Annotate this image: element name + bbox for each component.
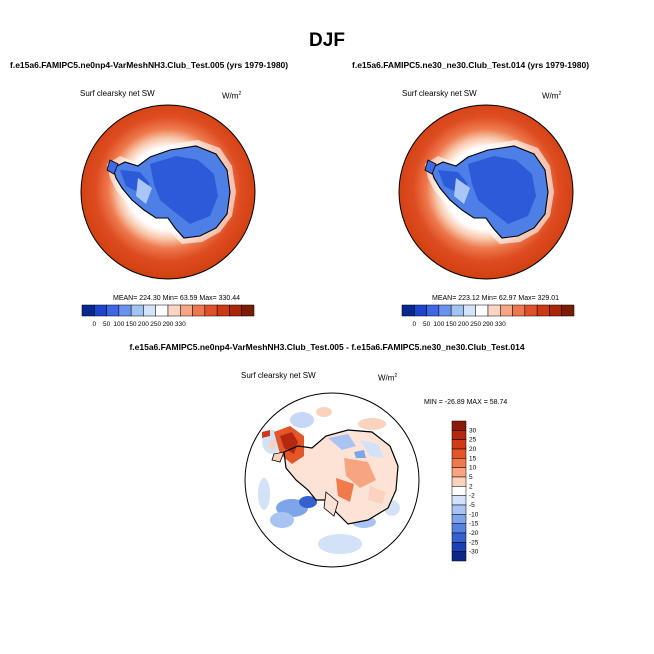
left-stats: MEAN= 224.30 Min= 63.59 Max= 330.44	[113, 295, 241, 302]
left-colorbar-box	[241, 304, 255, 317]
diff-variable-label: Surf clearsky net SW	[241, 371, 316, 380]
diff-colorbar-label: 10	[469, 465, 477, 472]
diff-colorbar-box	[451, 504, 467, 515]
left-panel-title: f.e15a6.FAMIPC5.ne0np4-VarMeshNH3.Club_T…	[10, 60, 289, 70]
diff-colorbar-box	[451, 523, 467, 534]
left-colorbar-box	[118, 304, 132, 317]
right-colorbar-box	[500, 304, 513, 317]
left-colorbar-label: 250	[150, 321, 161, 328]
diff-units-label: W/m2	[378, 373, 398, 383]
right-colorbar-box	[487, 304, 501, 317]
diff-colorbar-label: 5	[469, 474, 473, 481]
right-colorbar-label: 100	[433, 321, 444, 328]
diff-colorbar-label: 20	[469, 446, 477, 453]
right-colorbar-box	[524, 304, 538, 317]
difference-title: f.e15a6.FAMIPC5.ne0np4-VarMeshNH3.Club_T…	[129, 342, 525, 352]
diff-colorbar-label: -5	[469, 502, 475, 509]
left-colorbar-box	[130, 304, 144, 317]
diff-colorbar-box	[451, 476, 467, 487]
right-stats: MEAN= 223.12 Min= 62.97 Max= 329.01	[432, 295, 560, 302]
diff-colorbar-label: -10	[469, 511, 479, 518]
left-colorbar-label: 290	[163, 321, 174, 328]
right-colorbar-label: 150	[446, 321, 457, 328]
left-colorbar-box	[167, 304, 181, 317]
diff-colorbar-box	[451, 448, 467, 459]
diff-colorbar-box	[451, 514, 467, 524]
left-colorbar-box	[229, 304, 242, 317]
right-map	[398, 104, 574, 280]
diff-colorbar-box	[451, 495, 467, 506]
left-map	[80, 104, 256, 280]
left-colorbar-box	[106, 304, 120, 317]
right-colorbar-box	[475, 304, 489, 317]
left-colorbar-box	[192, 304, 206, 317]
diff-stats: MIN = -26.89 MAX = 58.74	[424, 399, 508, 406]
diff-colorbar-box	[451, 532, 467, 543]
diff-colorbar-box	[451, 439, 467, 450]
right-panel-title: f.e15a6.FAMIPC5.ne30_ne30.Club_Test.014 …	[352, 60, 590, 70]
diff-colorbar-label: -15	[469, 521, 479, 528]
right-colorbar-box	[414, 304, 427, 317]
left-colorbar-box	[81, 304, 95, 317]
right-colorbar-box	[450, 304, 464, 317]
diff-colorbar-box	[451, 420, 467, 431]
diff-colorbar-box	[451, 551, 467, 562]
right-colorbar-label: 200	[458, 321, 469, 328]
season-title: DJF	[309, 30, 345, 51]
left-colorbar-label: 150	[126, 321, 137, 328]
right-units-label: W/m2	[542, 91, 562, 101]
diff-colorbar-label: -30	[469, 549, 479, 556]
left-colorbar-box	[94, 304, 107, 317]
right-colorbar-label: 50	[423, 321, 431, 328]
diff-colorbar-label: 15	[469, 455, 477, 462]
diff-colorbar-label: 2	[469, 483, 473, 490]
diff-colorbar-box	[451, 458, 467, 468]
left-colorbar-label: 100	[113, 321, 124, 328]
diff-colorbar-label: -25	[469, 539, 479, 546]
diff-colorbar: 30 25 20 15 10 5 2 -2 -5 -10 -15 -20 -25 -30	[451, 420, 479, 562]
left-units-label: W/m2	[222, 91, 242, 101]
right-colorbar-box	[463, 304, 476, 317]
right-colorbar: 0 50 100 150 200 250 290 330	[401, 304, 575, 328]
right-colorbar-label: 250	[470, 321, 481, 328]
diff-colorbar-box	[451, 430, 467, 440]
left-colorbar: 0 50 100 150 200 250 290 330	[81, 304, 255, 328]
right-colorbar-label: 290	[483, 321, 494, 328]
diff-colorbar-box	[451, 542, 467, 552]
right-colorbar-box	[438, 304, 452, 317]
right-colorbar-box	[426, 304, 440, 317]
difference-map	[244, 392, 420, 568]
diff-colorbar-box	[451, 486, 467, 496]
right-variable-label: Surf clearsky net SW	[402, 89, 477, 98]
left-colorbar-label: 50	[103, 321, 111, 328]
left-variable-label: Surf clearsky net SW	[80, 89, 155, 98]
right-colorbar-box	[401, 304, 415, 317]
left-colorbar-box	[180, 304, 193, 317]
left-colorbar-label: 200	[138, 321, 149, 328]
diff-colorbar-label: 25	[469, 437, 477, 444]
left-colorbar-box	[155, 304, 169, 317]
left-colorbar-box	[204, 304, 218, 317]
right-colorbar-label: 330	[495, 321, 506, 328]
diff-colorbar-label: -2	[469, 493, 475, 500]
left-colorbar-label: 330	[175, 321, 186, 328]
right-colorbar-label: 0	[412, 321, 416, 328]
diff-colorbar-label: -20	[469, 530, 479, 537]
right-colorbar-box	[561, 304, 575, 317]
left-colorbar-box	[143, 304, 156, 317]
right-colorbar-box	[549, 304, 562, 317]
diff-colorbar-box	[451, 467, 467, 478]
right-colorbar-box	[512, 304, 526, 317]
left-colorbar-box	[216, 304, 230, 317]
diff-colorbar-label: 30	[469, 427, 477, 434]
right-colorbar-box	[536, 304, 550, 317]
left-colorbar-label: 0	[92, 321, 96, 328]
